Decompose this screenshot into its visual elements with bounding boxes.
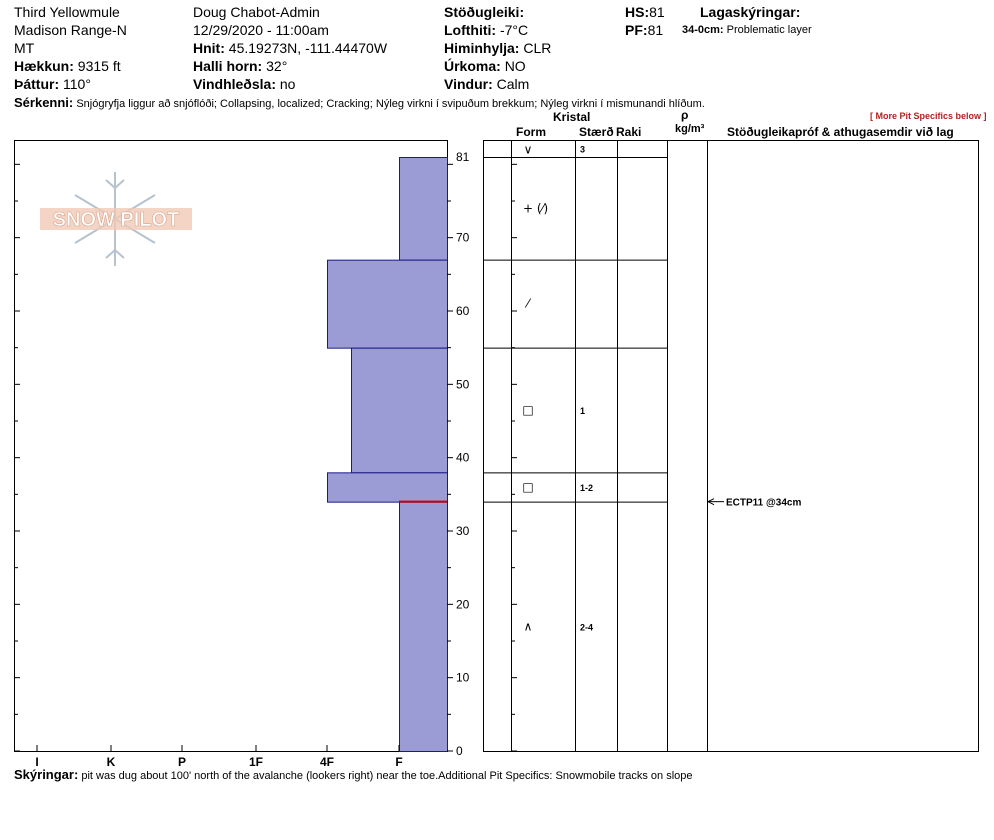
hardness-layer-bar	[327, 259, 448, 349]
grain-size-label: 2-4	[580, 622, 593, 632]
test-result-label: ECTP11 @34cm	[726, 498, 801, 509]
wind-row: Vindur: Calm	[444, 76, 529, 92]
grain-form-symbol: + (⁄)	[523, 201, 548, 215]
rho-header: ρ	[681, 108, 689, 122]
hardness-category-label: K	[107, 755, 116, 769]
test-result-arrow-head	[706, 498, 715, 506]
hardness-category-label: 4F	[320, 755, 334, 769]
precip-row: Úrkoma: NO	[444, 58, 526, 74]
hardness-layer-bar	[327, 472, 448, 503]
legend-label: Lagaskýringar:	[700, 4, 801, 20]
notes-row: Skýringar: pit was dug about 100' north …	[14, 767, 693, 782]
surface-grain-form-symbol: ∨	[524, 143, 533, 157]
slope-label: Halli horn:	[193, 58, 263, 74]
elevation-value: 9315 ft	[77, 58, 121, 74]
grain-form-symbol: ∧	[524, 619, 533, 633]
moisture-header: Raki	[616, 125, 642, 139]
legend-range: 34-0cm:	[682, 24, 724, 36]
elevation-label: Hækkun:	[14, 58, 74, 74]
form-header: Form	[516, 125, 546, 139]
precip-value: NO	[504, 58, 526, 74]
wind-loading-label: Vindhleðsla:	[193, 76, 276, 92]
elevation-row: Hækkun: 9315 ft	[14, 58, 121, 74]
hs-value: 81	[649, 4, 665, 20]
wind-value: Calm	[496, 76, 530, 92]
wind-loading-value: no	[279, 76, 296, 92]
sky-row: Himinhylja: CLR	[444, 40, 551, 56]
air-temp-row: Lofthiti: -7°C	[444, 22, 528, 38]
hs-row: HS:81	[625, 4, 665, 20]
y-tick-label: 81	[456, 150, 470, 164]
coords-label: Hnit:	[193, 40, 225, 56]
tests-header: Stöðugleikapróf & athugasemdir við lag	[727, 125, 954, 139]
size-header: Stærð	[579, 125, 614, 139]
hardness-layer-bar	[399, 501, 448, 752]
coords-value: 45.19273N, -111.44470W	[228, 40, 388, 56]
state-name: MT	[14, 40, 35, 56]
aspect-label: Þáttur:	[14, 76, 60, 92]
more-pit-specifics-link[interactable]: [ More Pit Specifics below ]	[870, 111, 987, 121]
y-tick-label: 60	[456, 304, 470, 318]
air-temp-label: Lofthiti:	[444, 22, 497, 38]
air-temp-value: -7°C	[499, 22, 529, 38]
wind-loading-row: Vindhleðsla: no	[193, 76, 295, 92]
grain-size-label: 1	[580, 406, 585, 416]
notes-value: pit was dug about 100' north of the aval…	[81, 770, 693, 782]
hardness-layer-bar	[351, 347, 448, 474]
hardness-category-label: P	[178, 755, 186, 769]
legend-row: 34-0cm: Problematic layer	[682, 24, 812, 36]
snowpilot-logo: SNOW PILOT	[40, 172, 192, 266]
hs-label: HS:	[625, 4, 650, 20]
features-label: Sérkenni:	[14, 95, 74, 110]
sky-label: Himinhylja:	[444, 40, 520, 56]
observer-name: Doug Chabot-Admin	[193, 4, 320, 20]
sky-value: CLR	[523, 40, 552, 56]
notes-label: Skýringar:	[14, 767, 79, 782]
grain-form-symbol: □	[522, 403, 533, 417]
kristal-header: Kristal	[553, 110, 591, 124]
hardness-category-label: I	[35, 755, 38, 769]
y-tick-label: 40	[456, 451, 470, 465]
slope-row: Halli horn: 32°	[193, 58, 287, 74]
grain-form-symbol: □	[522, 480, 533, 494]
pf-label: PF:	[625, 22, 648, 38]
y-tick-label: 10	[456, 671, 470, 685]
y-tick-label: 20	[456, 597, 470, 611]
grain-form-symbol: ⁄	[524, 297, 532, 311]
coords-row: Hnit: 45.19273N, -111.44470W	[193, 40, 387, 56]
features-row: Sérkenni: Snjógryfja liggur að snjóflóði…	[14, 95, 705, 110]
pf-value: 81	[647, 22, 664, 38]
y-tick-label: 50	[456, 377, 470, 391]
grain-size-label: 1-2	[580, 483, 593, 493]
pf-row: PF:81	[625, 22, 663, 38]
hardness-category-label: 1F	[249, 755, 263, 769]
hardness-layer-bar	[399, 157, 448, 261]
location-name: Third Yellowmule	[14, 4, 120, 20]
surface-grain-size-label: 3	[580, 145, 585, 155]
legend-text: Problematic layer	[726, 24, 812, 36]
wind-label: Vindur:	[444, 76, 493, 92]
stability-label: Stöðugleiki:	[444, 4, 525, 20]
stability-row: Stöðugleiki:	[444, 4, 524, 20]
precip-label: Úrkoma:	[444, 58, 501, 74]
aspect-value: 110°	[63, 76, 91, 92]
y-tick-label: 30	[456, 524, 470, 538]
aspect-row: Þáttur: 110°	[14, 76, 91, 92]
y-tick-label: 0	[456, 744, 463, 758]
range-name: Madison Range-N	[14, 22, 127, 38]
logo-text: SNOW PILOT	[53, 209, 180, 231]
features-value: Snjógryfja liggur að snjóflóði; Collapsi…	[76, 98, 705, 110]
observation-datetime: 12/29/2020 - 11:00am	[193, 22, 329, 38]
y-tick-label: 70	[456, 231, 470, 245]
hardness-category-label: F	[395, 755, 402, 769]
slope-value: 32°	[266, 58, 288, 74]
density-unit-header: kg/m³	[675, 123, 705, 135]
crystal-table-frame	[483, 140, 979, 752]
